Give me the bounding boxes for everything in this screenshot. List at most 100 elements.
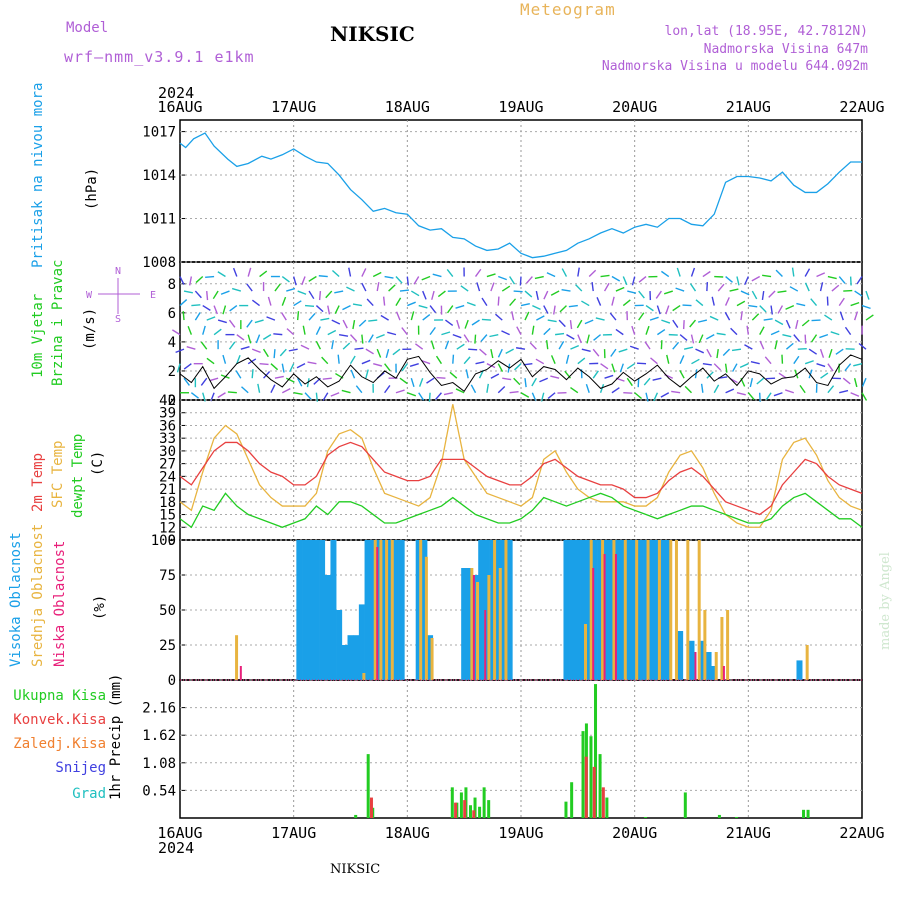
- wind-arrow: [660, 392, 670, 398]
- wind-arrow: [550, 290, 560, 296]
- wind-arrow: [410, 378, 415, 388]
- wind-arrow: [183, 377, 190, 386]
- cloud-bar-0: [387, 540, 394, 680]
- cloud-bar-1: [424, 556, 428, 680]
- cloud-bar-0: [478, 540, 485, 680]
- wind-arrow: [716, 349, 719, 359]
- wind-arrow: [395, 297, 402, 306]
- cloud-bar-0: [580, 540, 587, 680]
- wind-arrow: [410, 311, 415, 321]
- wind-arrow: [746, 325, 750, 335]
- wind-arrow: [622, 299, 631, 307]
- precip-bar-1: [592, 766, 596, 818]
- cloud-bar-0: [375, 540, 382, 680]
- precip-bar-0: [644, 816, 648, 818]
- wind-arrow: [689, 319, 697, 328]
- wind-arrow: [410, 290, 420, 297]
- ytick-label-pressure: 1017: [142, 125, 176, 141]
- wind-arrow: [509, 276, 516, 285]
- wind-arrow: [534, 275, 544, 280]
- cloud-bar-1: [584, 624, 588, 680]
- wind-arrow: [368, 319, 378, 322]
- wind-arrow: [739, 363, 749, 368]
- cloud-bar-2: [592, 568, 595, 680]
- cloud-bar-1: [623, 540, 627, 680]
- ytick-label-clouds: 25: [159, 638, 176, 654]
- ytick-label-clouds: 0: [168, 673, 176, 689]
- wind-arrow: [865, 314, 874, 321]
- cloud-bar-1: [612, 540, 616, 680]
- wind-arrow: [529, 342, 537, 350]
- precip-bar-0: [482, 787, 486, 818]
- cloud-bar-1: [703, 610, 707, 680]
- wind-arrow: [679, 334, 688, 341]
- wind-arrow: [304, 304, 315, 308]
- wind-arrow: [672, 319, 679, 328]
- cloud-bar-1: [419, 540, 423, 680]
- wind-arrow: [638, 275, 647, 283]
- cloud-bar-0: [569, 540, 576, 680]
- wind-arrow: [839, 389, 849, 394]
- wind-arrow: [706, 371, 714, 379]
- wind-arrow: [281, 363, 285, 373]
- wind-arrow: [709, 315, 719, 321]
- wind-arrow: [220, 290, 230, 295]
- wind-arrow: [418, 377, 424, 387]
- wind-arrow: [236, 334, 245, 341]
- wind-arrow: [611, 363, 616, 373]
- wind-arrow: [240, 346, 250, 350]
- wind-arrow: [200, 341, 208, 350]
- wind-arrow: [675, 287, 685, 292]
- wind-arrow: [785, 319, 791, 329]
- xtick-top: 20AUG: [612, 98, 657, 116]
- precip-bar-0: [570, 782, 574, 818]
- wind-arrow: [804, 268, 811, 277]
- wind-arrow: [711, 296, 715, 306]
- wind-arrow: [331, 319, 341, 325]
- cloud-bar-0: [313, 540, 320, 680]
- wind-arrow: [820, 372, 829, 379]
- wind-arrow: [657, 329, 666, 336]
- compass-n: N: [115, 266, 121, 277]
- wind-arrow: [437, 290, 446, 298]
- ytick-label-pressure: 1014: [142, 168, 176, 184]
- wind-arrow: [730, 327, 738, 336]
- wind-arrow: [724, 297, 730, 306]
- precip-bar-0: [473, 797, 477, 818]
- wind-arrow: [524, 311, 530, 321]
- wind-arrow: [251, 348, 261, 354]
- wind-arrow: [200, 377, 208, 386]
- wind-arrow: [501, 285, 511, 292]
- wind-arrow: [585, 383, 590, 393]
- wind-arrow: [595, 317, 605, 321]
- model-elevation-label: Nadmorska Visina u modelu 644.092m: [601, 59, 868, 74]
- ytick-label-precipitation: 1.08: [142, 756, 176, 772]
- wind-arrow: [409, 363, 419, 367]
- wind-arrow: [653, 392, 659, 402]
- wind-arrow: [569, 320, 573, 330]
- precip-bar-0: [354, 814, 358, 818]
- precip-bar-1: [454, 802, 458, 818]
- ytick-label-clouds: 100: [151, 533, 176, 549]
- wind-arrow: [558, 319, 566, 328]
- wind-arrow: [255, 334, 261, 344]
- cloud-bar-2: [239, 666, 242, 680]
- wind-arrow: [407, 392, 417, 397]
- wind-arrow: [387, 331, 397, 336]
- cloud-bar-0: [341, 645, 348, 680]
- wind-arrow: [516, 347, 526, 350]
- wind-arrow: [535, 290, 539, 301]
- wind-arrow: [672, 304, 681, 312]
- wind-arrow: [716, 332, 726, 336]
- wind-arrow: [217, 319, 227, 324]
- wind-arrow: [452, 333, 462, 339]
- wind-arrow: [435, 392, 442, 400]
- wind-arrow: [566, 334, 575, 340]
- dewpt-temp-line: [179, 492, 863, 529]
- wind-arrow: [835, 348, 844, 355]
- wind-arrow: [399, 289, 409, 292]
- wind-arrow: [266, 316, 276, 321]
- wind-arrow: [497, 348, 503, 358]
- wind-arrow: [331, 269, 340, 278]
- precip-bar-1: [472, 810, 476, 818]
